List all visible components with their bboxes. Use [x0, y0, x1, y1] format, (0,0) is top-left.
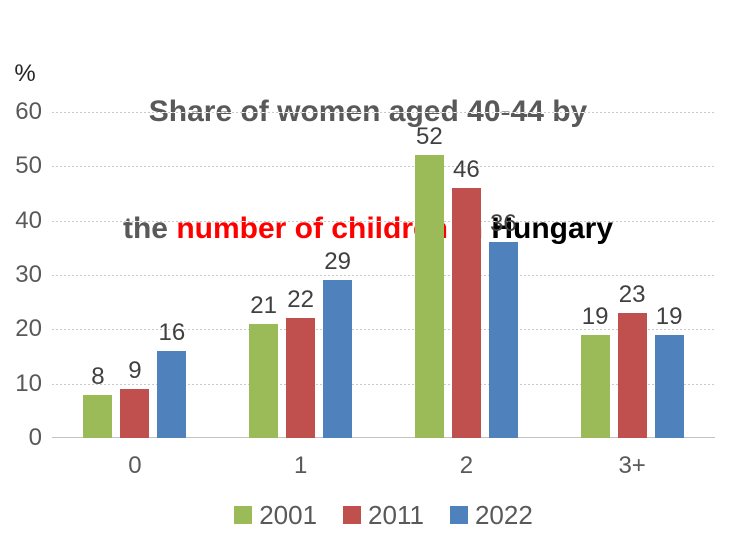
legend-label: 2001 [259, 500, 318, 530]
x-axis-category-1: 1 [293, 452, 308, 479]
bar-rect-2001 [580, 334, 610, 438]
bar-2022-cat-0: 16 [157, 112, 187, 438]
bar-group-1: 21 22 29 [218, 112, 384, 438]
bar-2022-cat-1: 29 [323, 112, 353, 438]
bar-2022-cat-2: 36 [488, 112, 518, 438]
bar-group-2: 52 46 36 [384, 112, 550, 438]
bar-2001-cat-1: 21 [249, 112, 279, 438]
chart-title-line1: Share of women aged 40-44 by [148, 95, 588, 128]
y-axis-tick-50: 50 [15, 152, 42, 180]
x-axis-category-0: 0 [128, 452, 142, 479]
bar-rect-2011 [286, 318, 316, 438]
y-axis-tick-10: 10 [15, 369, 42, 397]
bar-2001-cat-0: 8 [83, 112, 113, 438]
bar-rect-2011 [617, 313, 647, 438]
bar-2001-cat-3+: 19 [580, 112, 610, 438]
bar-value-label: 19 [581, 302, 609, 330]
bar-rect-2022 [654, 334, 684, 438]
bar-value-label: 22 [287, 286, 314, 314]
bar-rect-2001 [249, 323, 279, 438]
gridline-10 [52, 383, 715, 385]
bar-value-label: 16 [158, 319, 186, 347]
legend-item-2022: 2022 [449, 500, 533, 530]
bar-value-label: 36 [490, 210, 517, 238]
legend-label: 2022 [474, 500, 533, 530]
gridline-40 [52, 220, 715, 222]
bar-rect-2022 [323, 280, 353, 438]
gridline-60 [52, 112, 715, 113]
chart-title-line2-prefix: the [122, 212, 177, 245]
bar-2011-cat-3+: 23 [617, 112, 647, 438]
y-axis-tick-60: 60 [15, 98, 42, 125]
bar-2011-cat-1: 22 [286, 112, 316, 438]
bar-2011-cat-2: 46 [451, 112, 481, 438]
legend: 2001 2011 2022 [52, 501, 715, 529]
bar-rect-2022 [157, 351, 187, 438]
bar-rect-2011 [120, 389, 150, 438]
bar-value-label: 19 [655, 302, 683, 330]
legend-label: 2011 [368, 500, 424, 530]
bar-2001-cat-2: 52 [414, 112, 444, 438]
plot-area: 8 9 16 21 22 29 52 46 36 19 23 19 [52, 112, 715, 438]
chart-title: Share of women aged 40-44 by the number … [0, 14, 736, 326]
legend-swatch-icon [343, 506, 362, 524]
bar-rect-2001 [414, 155, 444, 438]
gridline-30 [52, 275, 715, 276]
bar-rect-2022 [488, 242, 518, 438]
bar-2022-cat-3+: 19 [654, 112, 684, 438]
bar-value-label: 9 [128, 357, 142, 385]
bar-value-label: 8 [91, 362, 105, 390]
y-axis-tick-20: 20 [15, 315, 42, 343]
y-axis-unit-label: % [14, 60, 36, 87]
bar-rect-2001 [83, 394, 113, 438]
legend-swatch-icon [234, 506, 253, 524]
x-axis-category-labels: 0 1 2 3+ [52, 452, 715, 480]
bar-value-label: 52 [416, 123, 443, 151]
bar-value-label: 46 [453, 156, 480, 184]
gridline-0 [52, 437, 715, 438]
y-axis-tick-0: 0 [28, 424, 42, 451]
gridline-20 [52, 329, 715, 331]
x-axis-category-3+: 3+ [618, 452, 646, 479]
bar-2011-cat-0: 9 [120, 112, 150, 438]
y-axis-tick-30: 30 [15, 261, 42, 288]
bar-group-3+: 19 23 19 [549, 112, 715, 438]
bar-rect-2011 [451, 188, 481, 438]
bar-value-label: 21 [250, 291, 277, 319]
bar-value-label: 29 [324, 248, 351, 276]
gridline-50 [52, 166, 715, 168]
legend-item-2001: 2001 [234, 501, 317, 529]
bar-value-label: 23 [618, 281, 646, 309]
y-axis-tick-40: 40 [15, 206, 42, 234]
legend-swatch-icon [449, 506, 468, 524]
legend-item-2011: 2011 [343, 501, 424, 529]
bar-group-0: 8 9 16 [52, 112, 218, 438]
x-axis-category-2: 2 [459, 452, 474, 479]
